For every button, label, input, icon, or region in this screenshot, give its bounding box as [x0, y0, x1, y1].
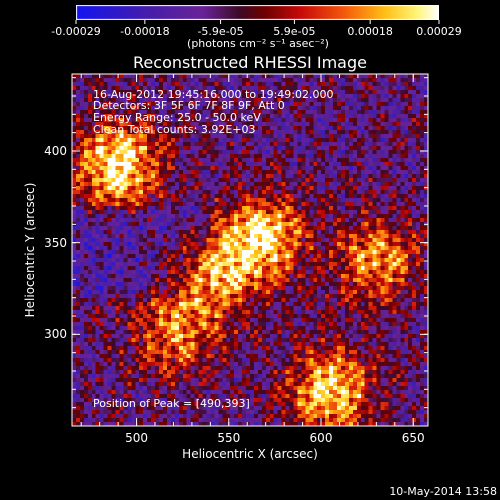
peak-position-text: Position of Peak = [490,393]	[93, 397, 250, 410]
chart-title: Reconstructed RHESSI Image	[133, 53, 367, 72]
colorbar	[76, 5, 439, 20]
detectors-text: Detectors: 3F 5F 6F 7F 8F 9F, Att 0	[93, 99, 285, 112]
x-tick-label: 600	[309, 431, 333, 445]
colorbar-tick-label: -0.00018	[120, 25, 170, 38]
x-tick-label: 650	[401, 431, 425, 445]
y-tick-label: 350	[44, 235, 67, 250]
time-range-text: 16-Aug-2012 19:45:16.000 to 19:49:02.000	[93, 88, 334, 101]
x-axis-label: Heliocentric X (arcsec)	[182, 447, 318, 461]
plot-frame	[71, 73, 429, 427]
colorbar-tick-label: -0.00029	[51, 25, 101, 38]
date-stamp: 10-May-2014 13:58	[389, 485, 497, 498]
energy-range-text: Energy Range: 25.0 - 50.0 keV	[93, 111, 261, 124]
y-tick-label: 400	[44, 144, 67, 158]
y-tick-label: 300	[44, 327, 67, 342]
method-counts-text: Clean Total counts: 3.92E+03	[93, 123, 256, 136]
colorbar-tick-label: 0.00029	[416, 25, 462, 38]
colorbar-tick-label: -5.9e-05	[197, 25, 244, 38]
x-tick-label: 550	[217, 431, 241, 445]
colorbar-tick-label: 5.9e-05	[273, 25, 316, 38]
colorbar-tick-label: 0.00018	[347, 25, 393, 38]
heatmap-image	[72, 74, 428, 426]
colorbar-unit-label: (photons cm⁻² s⁻¹ asec⁻²)	[187, 37, 329, 50]
x-tick-label: 500	[125, 431, 148, 445]
